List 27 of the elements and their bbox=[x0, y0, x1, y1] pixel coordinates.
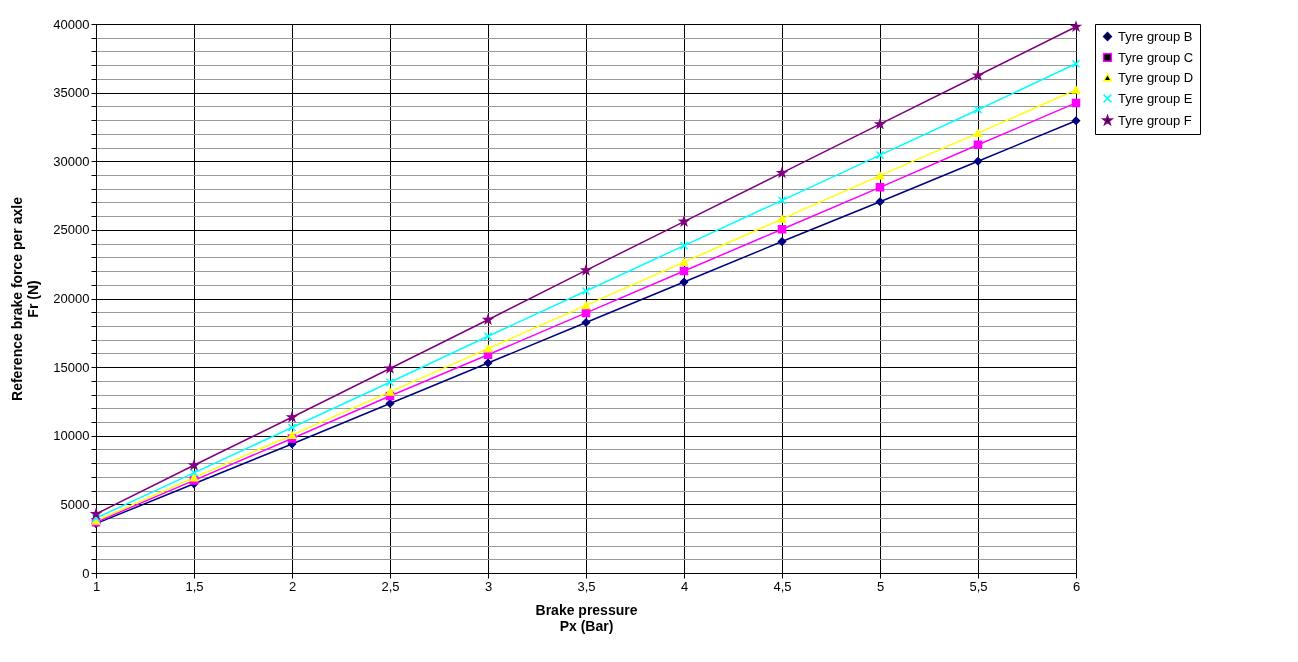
legend-label: Tyre group B bbox=[1118, 28, 1193, 44]
x-tick-label: 3,5 bbox=[577, 578, 596, 594]
x-tick-label: 6 bbox=[1072, 578, 1081, 594]
y-tick-label: 0 bbox=[82, 565, 90, 581]
y-tick-label: 40000 bbox=[53, 16, 90, 32]
y-tick-label: 30000 bbox=[53, 153, 90, 169]
x-tick-label: 4,5 bbox=[773, 578, 792, 594]
x-tick-label: 4 bbox=[680, 578, 689, 594]
y-axis-title: Reference brake force per axle Fr (N) bbox=[9, 196, 42, 401]
legend-label: Tyre group E bbox=[1118, 90, 1193, 106]
x-tick-label: 2 bbox=[288, 578, 297, 594]
x-tick-label: 1 bbox=[92, 578, 101, 594]
y-tick-label: 5000 bbox=[60, 496, 90, 512]
y-tick-label: 10000 bbox=[53, 428, 90, 444]
x-tick-label: 5,5 bbox=[969, 578, 988, 594]
y-tick-label: 25000 bbox=[53, 222, 90, 238]
y-tick-label: 15000 bbox=[53, 359, 90, 375]
x-tick-label: 2,5 bbox=[381, 578, 400, 594]
x-axis-title: Brake pressure Px (Bar) bbox=[535, 601, 638, 634]
legend-label: Tyre group C bbox=[1118, 49, 1194, 65]
y-tick-label: 35000 bbox=[53, 85, 90, 101]
x-tick-label: 3 bbox=[484, 578, 493, 594]
y-tick-label: 20000 bbox=[53, 291, 90, 306]
x-tick-label: 5 bbox=[876, 578, 885, 594]
x-tick-label: 1,5 bbox=[185, 578, 204, 594]
legend-label: Tyre group D bbox=[1118, 69, 1194, 85]
legend-label: Tyre group F bbox=[1118, 112, 1192, 128]
